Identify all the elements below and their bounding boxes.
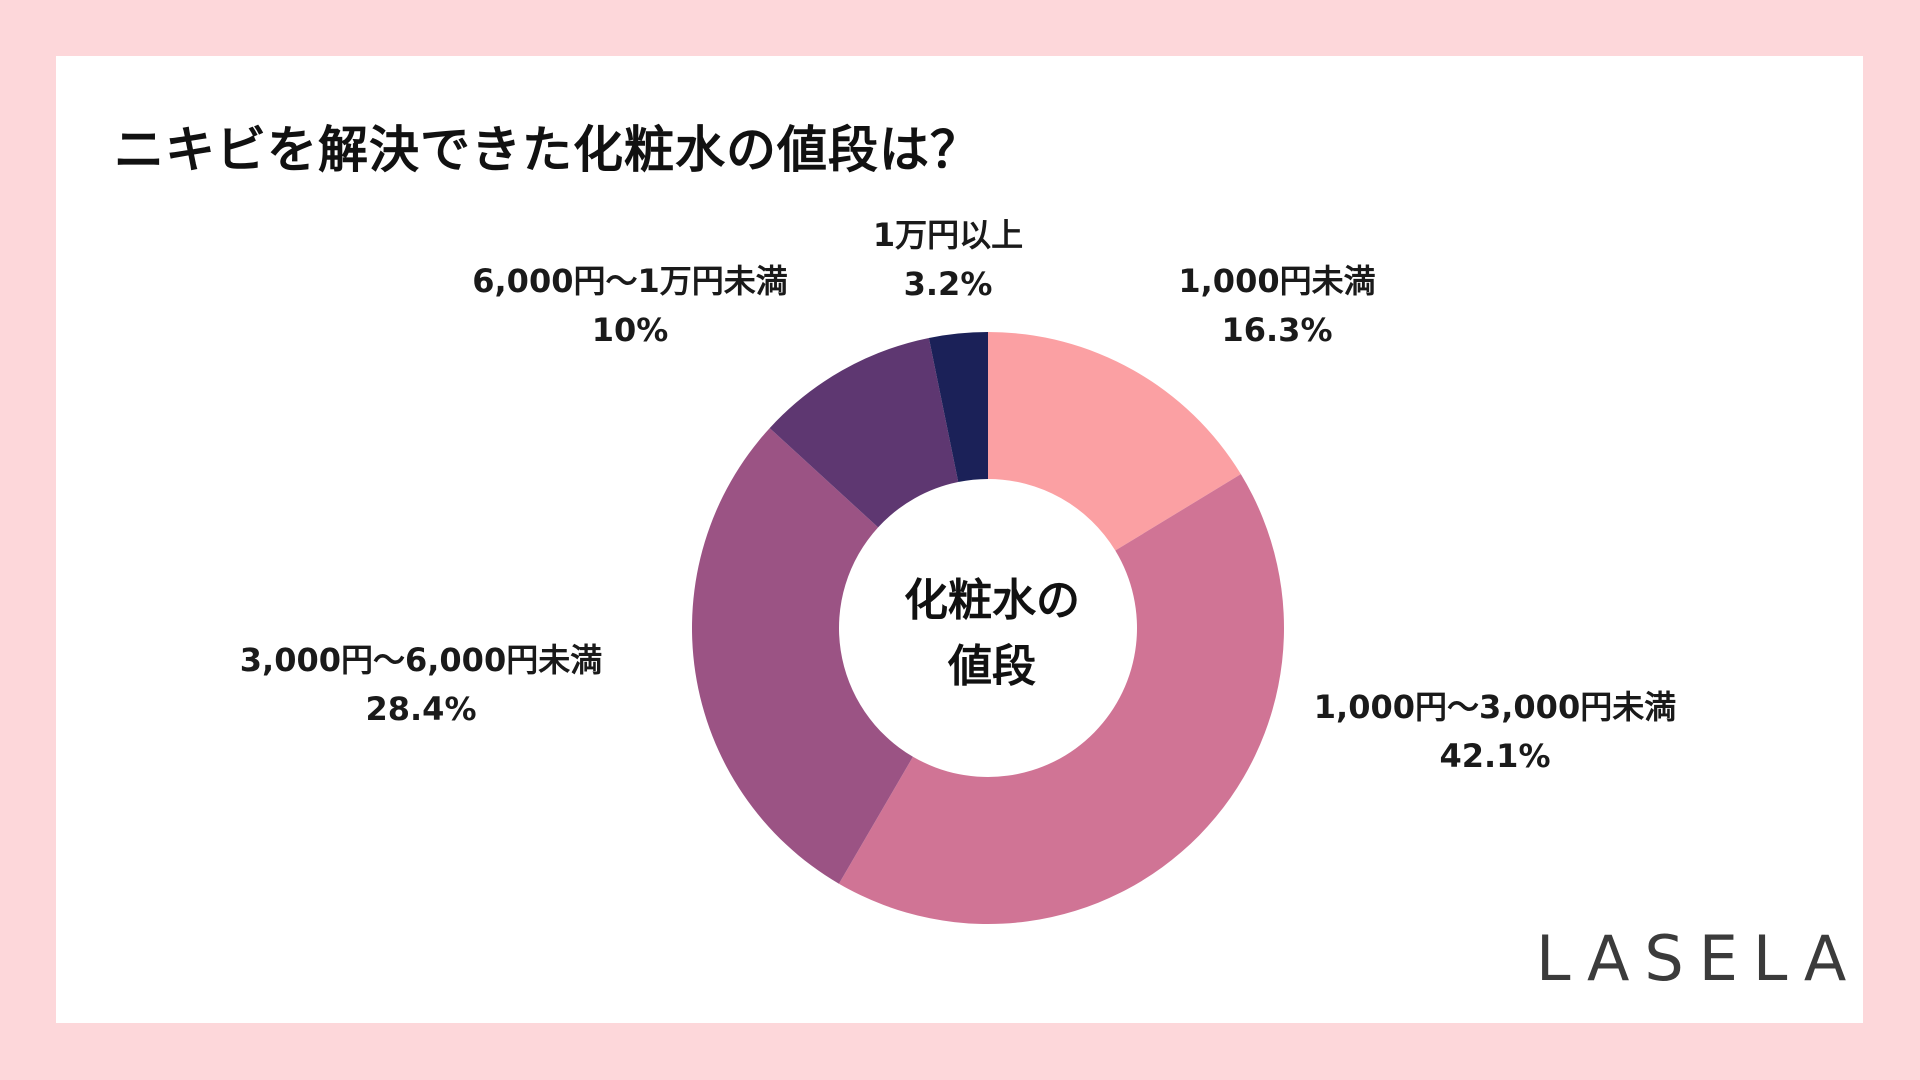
donut-slice-2 (838, 474, 1285, 925)
slice-label-name: 1,000円〜3,000円未満 (1313, 688, 1677, 726)
slice-label-1: 1,000円未満 16.3% (1178, 257, 1375, 355)
center-label-line2: 値段 (948, 641, 1036, 692)
slice-label-5: 1万円以上 3.2% (873, 211, 1023, 309)
slice-label-value: 10% (591, 311, 669, 349)
donut-slice-3 (691, 428, 913, 884)
slice-label-name: 1,000円未満 (1178, 262, 1376, 300)
slice-label-2: 1,000円〜3,000円未満 42.1% (1314, 683, 1676, 781)
center-label-line1: 化粧水の (904, 575, 1080, 626)
slice-label-value: 28.4% (365, 690, 477, 728)
donut-slice-5 (928, 332, 988, 483)
slice-label-value: 3.2% (903, 265, 993, 303)
slice-label-name: 3,000円〜6,000円未満 (239, 641, 603, 679)
lasela-logo: LASELA (1536, 922, 1862, 995)
donut-slice-4 (769, 337, 959, 528)
slice-label-name: 6,000円〜1万円未満 (472, 262, 788, 300)
donut-slice-1 (988, 332, 1241, 551)
donut-center-label: 化粧水の 値段 (872, 568, 1112, 700)
slice-label-3: 3,000円〜6,000円未満 28.4% (240, 636, 602, 734)
slice-label-name: 1万円以上 (872, 216, 1024, 254)
chart-title: ニキビを解決できた化粧水の値段は？ (114, 121, 981, 179)
slice-label-value: 16.3% (1221, 311, 1333, 349)
slice-label-value: 42.1% (1439, 737, 1551, 775)
slice-label-4: 6,000円〜1万円未満 10% (472, 257, 788, 355)
